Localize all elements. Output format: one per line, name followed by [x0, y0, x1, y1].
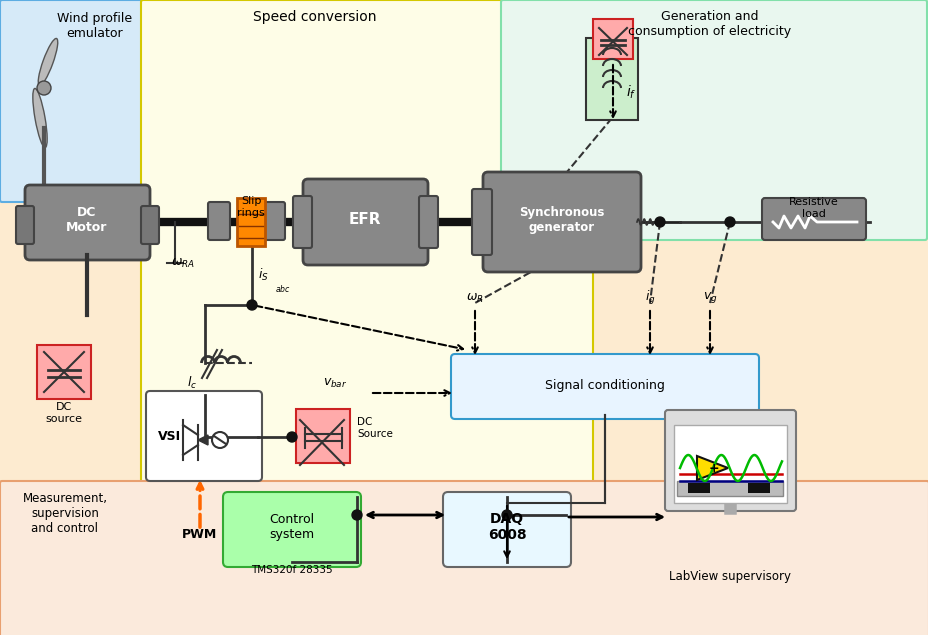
FancyBboxPatch shape: [483, 172, 640, 272]
Circle shape: [654, 217, 664, 227]
Text: DAQ
6008: DAQ 6008: [487, 512, 526, 542]
Circle shape: [724, 217, 734, 227]
Text: Signal conditioning: Signal conditioning: [545, 378, 664, 392]
Circle shape: [352, 510, 362, 520]
Bar: [688, 483, 709, 493]
Text: Wind profile
emulator: Wind profile emulator: [58, 12, 133, 40]
Circle shape: [212, 432, 227, 448]
Text: Generation and
consumption of electricity: Generation and consumption of electricit…: [627, 10, 791, 38]
FancyBboxPatch shape: [292, 196, 312, 248]
FancyBboxPatch shape: [223, 492, 361, 567]
Polygon shape: [198, 435, 208, 445]
FancyBboxPatch shape: [471, 189, 492, 255]
FancyBboxPatch shape: [592, 19, 632, 59]
Circle shape: [37, 81, 51, 95]
FancyBboxPatch shape: [296, 409, 350, 463]
Text: $\omega_{RA}$: $\omega_{RA}$: [171, 257, 195, 269]
Text: DC
Source: DC Source: [356, 417, 393, 439]
FancyBboxPatch shape: [25, 185, 149, 260]
FancyBboxPatch shape: [141, 206, 159, 244]
Text: TMS320f 28335: TMS320f 28335: [251, 565, 332, 575]
FancyBboxPatch shape: [0, 0, 192, 202]
FancyBboxPatch shape: [677, 481, 782, 496]
Polygon shape: [696, 456, 728, 480]
Text: PWM: PWM: [182, 528, 217, 542]
FancyBboxPatch shape: [419, 196, 437, 248]
Text: Control
system: Control system: [269, 513, 315, 541]
Text: VSI: VSI: [158, 431, 181, 443]
Text: Resistive
load: Resistive load: [788, 197, 838, 218]
FancyBboxPatch shape: [141, 0, 592, 487]
Text: $i_f$: $i_f$: [625, 83, 636, 101]
FancyBboxPatch shape: [16, 206, 34, 244]
Ellipse shape: [32, 88, 47, 147]
Text: LabView supervisory: LabView supervisory: [668, 570, 790, 583]
Text: $i_S$: $i_S$: [258, 267, 268, 283]
Text: $l_c$: $l_c$: [187, 375, 197, 391]
Circle shape: [287, 432, 297, 442]
Ellipse shape: [38, 39, 58, 86]
FancyBboxPatch shape: [500, 0, 926, 240]
FancyBboxPatch shape: [761, 198, 865, 240]
Bar: [747, 483, 769, 493]
FancyBboxPatch shape: [450, 354, 758, 419]
Text: $v_g$: $v_g$: [702, 290, 716, 305]
FancyBboxPatch shape: [37, 345, 91, 399]
FancyBboxPatch shape: [586, 38, 638, 120]
Text: +: +: [708, 462, 718, 474]
FancyBboxPatch shape: [443, 492, 571, 567]
Text: Speed conversion: Speed conversion: [253, 10, 377, 24]
Text: EFR: EFR: [348, 213, 380, 227]
FancyBboxPatch shape: [237, 198, 264, 246]
Text: Slip
rings: Slip rings: [237, 196, 264, 218]
FancyBboxPatch shape: [263, 202, 285, 240]
Text: $\omega_R$: $\omega_R$: [466, 291, 483, 305]
FancyBboxPatch shape: [303, 179, 428, 265]
FancyBboxPatch shape: [208, 202, 230, 240]
FancyBboxPatch shape: [0, 481, 928, 635]
Text: DC
source: DC source: [45, 402, 83, 424]
Text: DC
Motor: DC Motor: [66, 206, 108, 234]
Circle shape: [247, 300, 257, 310]
FancyBboxPatch shape: [664, 410, 795, 511]
FancyBboxPatch shape: [674, 425, 786, 503]
Circle shape: [501, 510, 511, 520]
Text: $i_g$: $i_g$: [644, 289, 654, 307]
Text: $v_{bar}$: $v_{bar}$: [322, 377, 347, 389]
Text: Measurement,
supervision
and control: Measurement, supervision and control: [22, 492, 108, 535]
FancyBboxPatch shape: [146, 391, 262, 481]
Text: $_{abc}$: $_{abc}$: [275, 284, 290, 296]
Text: Synchronous
generator: Synchronous generator: [519, 206, 604, 234]
